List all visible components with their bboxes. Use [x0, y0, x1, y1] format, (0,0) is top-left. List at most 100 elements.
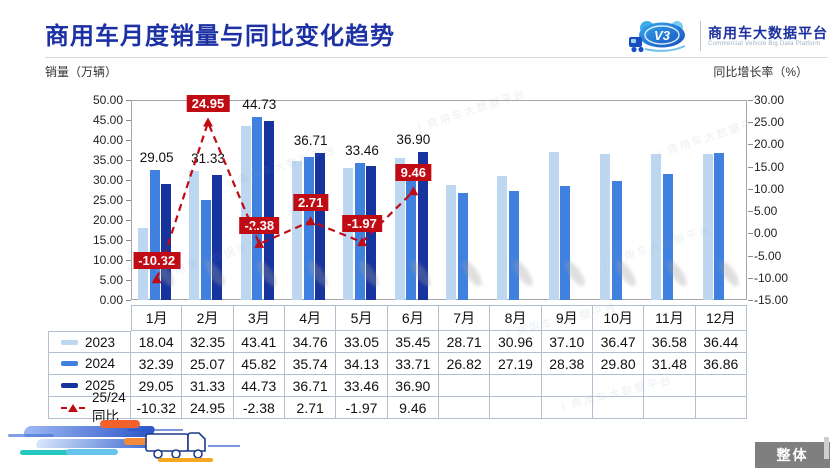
value-cell: 36.58: [644, 331, 696, 353]
bar-2023: [548, 151, 559, 300]
bar-value-label: 33.46: [345, 143, 379, 159]
right-axis-tick: [748, 233, 753, 235]
logo-name-en: Commercial Vehicle Big Data Platform: [708, 40, 821, 47]
right-axis-tick-label: -15.00: [754, 293, 789, 307]
month-header-cell: 5月: [336, 305, 388, 331]
value-cell: [438, 397, 491, 419]
left-axis-tick-label: 35.00: [92, 153, 123, 167]
bar-2023: [497, 176, 508, 300]
value-cell: 36.90: [387, 375, 439, 397]
right-axis-tick: [748, 166, 753, 168]
bar-2023: [292, 160, 302, 300]
left-axis-tick: [126, 180, 131, 181]
legend-line-marker-icon: [61, 403, 85, 412]
value-cell: 44.73: [233, 375, 285, 397]
right-axis-tick: [748, 211, 753, 213]
overall-button[interactable]: 整体: [755, 442, 830, 468]
value-cell: 37.10: [541, 331, 593, 353]
right-axis-tick: [748, 144, 753, 146]
right-axis-tick-label: 15.00: [754, 159, 785, 174]
bar-value-label: 29.05: [139, 150, 174, 166]
right-axis-tick: [748, 277, 753, 279]
value-cell: [490, 375, 542, 397]
value-cell: 26.82: [438, 353, 491, 375]
platform-logo: V3 商用车大数据平台 Commercial Vehicle Big Data …: [627, 16, 828, 56]
title-divider: [45, 57, 828, 58]
month-header-cell: 9月: [541, 305, 593, 331]
left-axis-tick: [126, 300, 131, 301]
svg-text:V3: V3: [654, 28, 671, 43]
month-header-cell: 2月: [182, 305, 234, 331]
value-cell: -10.32: [131, 397, 183, 419]
scrollbar-fragment[interactable]: [824, 437, 829, 459]
bar-2024: [560, 186, 571, 300]
bar-value-label: 36.90: [396, 132, 431, 148]
right-axis-tick-label: 20.00: [754, 137, 785, 152]
right-axis-tick: [748, 188, 753, 190]
value-cell: [541, 375, 593, 397]
value-cell: 33.71: [387, 353, 439, 375]
value-cell: [592, 375, 645, 397]
bar-2023: [600, 154, 610, 300]
right-axis-tick: [748, 100, 753, 101]
left-axis-tick: [126, 140, 131, 141]
month-header-cell: 6月: [387, 305, 439, 331]
value-cell: [644, 397, 696, 419]
bar-2024: [303, 157, 314, 300]
left-axis-tick: [126, 240, 131, 241]
value-cell: 34.76: [284, 331, 337, 353]
value-cell: 36.44: [695, 331, 747, 353]
yoy-value-label: 2.71: [293, 194, 329, 212]
value-cell: 29.05: [131, 375, 183, 397]
right-axis-tick: [748, 300, 753, 301]
value-cell: 9.46: [387, 397, 439, 419]
month-header-cell: 4月: [284, 305, 337, 331]
bar-2024: [714, 152, 725, 300]
month-header-cell: 11月: [644, 305, 696, 331]
left-axis-tick: [126, 160, 131, 161]
left-axis-tick: [126, 260, 131, 261]
month-header-cell: 3月: [233, 305, 285, 331]
bar-value-label: 44.73: [242, 96, 277, 112]
right-axis-tick-label: 10.00: [754, 181, 785, 196]
bar-2024: [508, 191, 519, 300]
value-cell: 34.13: [336, 353, 388, 375]
right-axis-tick-label: 0.00: [754, 226, 778, 241]
legend-swatch-icon: [61, 383, 78, 388]
value-cell: 28.71: [438, 331, 491, 353]
right-axis-tick-label: -10.00: [754, 270, 789, 285]
left-axis-tick-label: 10.00: [92, 253, 123, 267]
legend-cell-2023: 2023: [48, 331, 131, 353]
legend-swatch-icon: [61, 361, 78, 366]
right-axis-tick: [748, 122, 753, 124]
legend-swatch-icon: [61, 339, 78, 345]
month-header-cell: 7月: [438, 305, 491, 331]
right-axis-tick-label: 30.00: [754, 93, 785, 107]
left-axis-tick-label: 20.00: [92, 213, 123, 227]
value-cell: 24.95: [182, 397, 234, 419]
value-cell: [490, 397, 542, 419]
value-cell: 43.41: [233, 331, 285, 353]
value-cell: 28.38: [541, 353, 593, 375]
value-cell: [438, 375, 491, 397]
left-axis-tick-label: 0.00: [99, 293, 123, 307]
month-header-cell: 1月: [131, 305, 183, 331]
value-cell: 33.46: [336, 375, 388, 397]
yoy-value-label: 9.46: [395, 164, 431, 182]
right-axis-tick-label: 25.00: [754, 115, 785, 130]
right-axis-tick-label: -5.00: [754, 248, 782, 263]
value-cell: 36.71: [284, 375, 337, 397]
left-axis-tick: [126, 280, 131, 281]
value-cell: 36.47: [592, 331, 645, 353]
left-axis-tick-label: 25.00: [92, 193, 123, 207]
left-axis-caption: 销量（万辆）: [45, 65, 118, 79]
month-header-cell: 12月: [695, 305, 747, 331]
left-axis-tick: [126, 200, 131, 201]
value-cell: 27.19: [490, 353, 542, 375]
value-cell: [695, 375, 747, 397]
logo-separator: [700, 21, 701, 51]
right-axis-tick: [748, 255, 753, 257]
bar-2023: [343, 167, 354, 300]
value-cell: 33.05: [336, 331, 388, 353]
